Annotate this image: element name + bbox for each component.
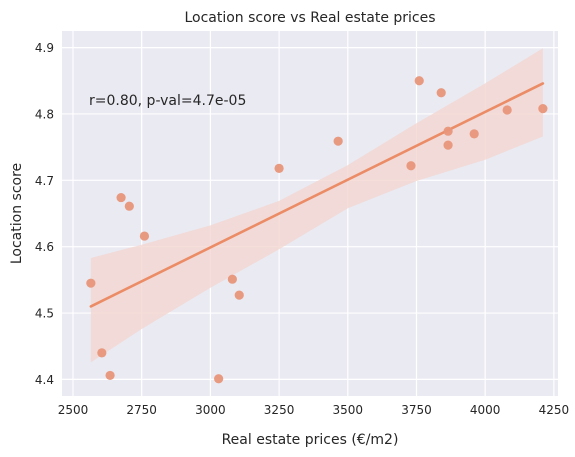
y-tick-label: 4.5 xyxy=(35,307,54,321)
data-point xyxy=(503,105,512,114)
data-point xyxy=(140,231,149,240)
x-tick-label: 4000 xyxy=(470,403,501,417)
x-axis-label: Real estate prices (€/m2) xyxy=(222,432,399,448)
y-tick-label: 4.6 xyxy=(35,240,54,254)
x-tick-label: 3250 xyxy=(264,403,295,417)
data-point xyxy=(214,374,223,383)
data-point xyxy=(228,275,237,284)
data-point xyxy=(125,202,134,211)
x-tick-label: 3750 xyxy=(401,403,432,417)
correlation-annotation: r=0.80, p-val=4.7e-05 xyxy=(89,93,246,109)
x-tick-label: 2750 xyxy=(126,403,157,417)
data-point xyxy=(86,279,95,288)
data-point xyxy=(105,371,114,380)
data-point xyxy=(443,141,452,150)
x-tick-label: 4250 xyxy=(539,403,570,417)
data-point xyxy=(235,291,244,300)
y-axis-label: Location score xyxy=(9,163,25,264)
data-point xyxy=(538,104,547,113)
chart-title: Location score vs Real estate prices xyxy=(184,10,435,26)
x-tick-label: 3000 xyxy=(195,403,226,417)
data-point xyxy=(437,88,446,97)
y-tick-label: 4.7 xyxy=(35,174,54,188)
data-point xyxy=(470,129,479,138)
x-tick-label: 2500 xyxy=(58,403,89,417)
data-point xyxy=(443,127,452,136)
data-point xyxy=(334,137,343,146)
data-point xyxy=(406,161,415,170)
data-point xyxy=(116,193,125,202)
y-tick-label: 4.8 xyxy=(35,107,54,121)
data-point xyxy=(274,164,283,173)
data-point xyxy=(97,348,106,357)
x-tick-label: 3500 xyxy=(333,403,364,417)
y-tick-label: 4.9 xyxy=(35,41,54,55)
y-tick-label: 4.4 xyxy=(35,373,54,387)
data-point xyxy=(415,76,424,85)
